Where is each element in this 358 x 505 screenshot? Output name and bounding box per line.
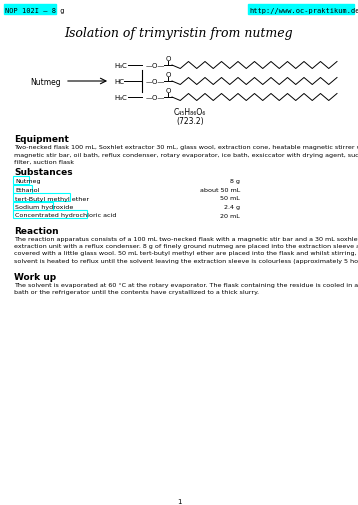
- Text: filter, suction flask: filter, suction flask: [14, 160, 74, 165]
- Text: —O—: —O—: [146, 63, 165, 69]
- Bar: [13, 177, 29, 185]
- Text: Nutmeg: Nutmeg: [30, 77, 61, 86]
- Text: http://www.oc-praktikum.de/en: http://www.oc-praktikum.de/en: [249, 8, 358, 14]
- Text: Isolation of trimyristin from nutmeg: Isolation of trimyristin from nutmeg: [65, 26, 293, 39]
- Bar: [13, 193, 70, 201]
- Text: Work up: Work up: [14, 272, 56, 281]
- Text: The solvent is evaporated at 60 °C at the rotary evaporator. The flask containin: The solvent is evaporated at 60 °C at th…: [14, 282, 358, 287]
- Text: H₃C: H₃C: [114, 63, 127, 69]
- Text: extraction unit with a reflux condenser. 8 g of finely ground nutmeg are placed : extraction unit with a reflux condenser.…: [14, 243, 358, 248]
- Text: The reaction apparatus consists of a 100 mL two-necked flask with a magnetic sti: The reaction apparatus consists of a 100…: [14, 236, 358, 241]
- Text: Two-necked flask 100 mL, Soxhlet extractor 30 mL, glass wool, extraction cone, h: Two-necked flask 100 mL, Soxhlet extract…: [14, 145, 358, 149]
- Text: Substances: Substances: [14, 168, 73, 177]
- Text: (723.2): (723.2): [176, 116, 204, 125]
- Text: solvent is heated to reflux until the solvent leaving the extraction sleeve is c: solvent is heated to reflux until the so…: [14, 259, 358, 264]
- Text: C₄₅H₈₆O₆: C₄₅H₈₆O₆: [174, 107, 206, 116]
- Bar: [13, 185, 32, 193]
- Text: 1: 1: [177, 498, 181, 504]
- Text: O: O: [165, 88, 171, 94]
- Text: 20 mL: 20 mL: [220, 213, 240, 218]
- Text: covered with a little glass wool. 50 mL tert-butyl methyl ether are placed into : covered with a little glass wool. 50 mL …: [14, 251, 358, 256]
- Text: 50 mL: 50 mL: [220, 196, 240, 201]
- Bar: [13, 211, 87, 219]
- Text: Nutmeg: Nutmeg: [15, 179, 40, 184]
- Text: —O—: —O—: [146, 95, 165, 101]
- Text: HC: HC: [114, 79, 124, 85]
- Text: Equipment: Equipment: [14, 135, 69, 144]
- Text: about 50 mL: about 50 mL: [200, 188, 240, 192]
- Bar: [4, 5, 56, 15]
- Text: Concentrated hydrochloric acid: Concentrated hydrochloric acid: [15, 213, 116, 218]
- Bar: [13, 202, 53, 210]
- Text: Sodium hydroxide: Sodium hydroxide: [15, 205, 73, 210]
- Text: O: O: [165, 56, 171, 62]
- Text: —O—: —O—: [146, 79, 165, 85]
- Text: NOP 102I – 8 g: NOP 102I – 8 g: [5, 8, 64, 14]
- Text: 2.4 g: 2.4 g: [224, 205, 240, 210]
- Text: tert-Butyl methyl ether: tert-Butyl methyl ether: [15, 196, 89, 201]
- Text: Ethanol: Ethanol: [15, 188, 39, 192]
- Text: Reaction: Reaction: [14, 226, 59, 235]
- Text: bath or the refrigerator until the contents have crystallized to a thick slurry.: bath or the refrigerator until the conte…: [14, 289, 259, 294]
- Text: 8 g: 8 g: [230, 179, 240, 184]
- Text: H₃C: H₃C: [114, 95, 127, 101]
- Text: O: O: [165, 72, 171, 78]
- Bar: [248, 5, 354, 15]
- Text: magnetic stir bar, oil bath, reflux condenser, rotary evaporator, ice bath, exsi: magnetic stir bar, oil bath, reflux cond…: [14, 152, 358, 157]
